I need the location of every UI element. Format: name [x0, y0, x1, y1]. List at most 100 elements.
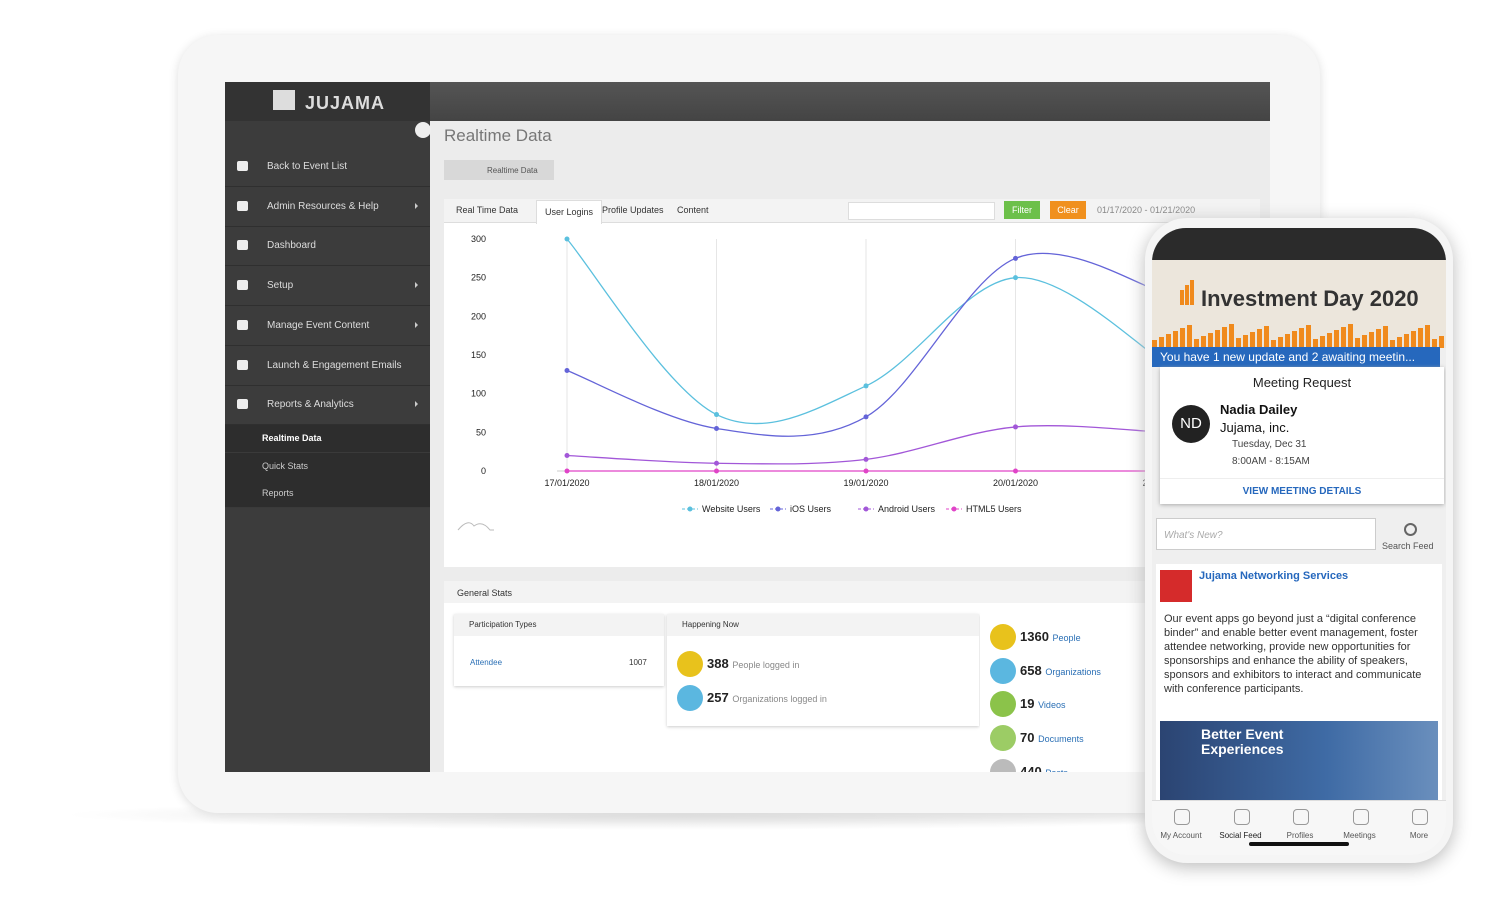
banner-bar	[1299, 328, 1304, 348]
totals-panel: 1360 People 658 Organizations 19 Videos 70 …	[980, 614, 1150, 772]
menu-item[interactable]: Launch & Engagement Emails	[225, 346, 430, 386]
date-input[interactable]	[848, 202, 995, 220]
tab-label[interactable]: More	[1409, 831, 1429, 840]
top-bar	[430, 82, 1270, 121]
tab[interactable]: Content	[677, 205, 709, 215]
icon	[990, 624, 1016, 650]
submenu-item[interactable]: Realtime Data	[225, 425, 430, 453]
point	[863, 414, 869, 420]
point	[1013, 468, 1018, 474]
tab-label[interactable]: Meetings	[1343, 831, 1376, 840]
banner-title: Investment Day 2020	[1201, 286, 1419, 311]
post-image	[1160, 721, 1438, 811]
post-card: Jujama Networking Services Our event app…	[1156, 564, 1442, 811]
menu-item[interactable]: Back to Event List	[225, 147, 430, 187]
y-tick-label: 100	[471, 389, 486, 399]
breadcrumb-text: Realtime Data	[487, 166, 538, 175]
menu-item[interactable]: Manage Event Content	[225, 306, 430, 346]
stats-header	[444, 581, 1260, 604]
banner-bar	[1320, 336, 1325, 348]
count: 388	[707, 656, 729, 671]
status-bar	[1152, 228, 1446, 260]
legend-label: Website Users	[702, 504, 761, 514]
tab-icon	[1174, 809, 1190, 825]
banner-bar	[1166, 334, 1171, 348]
count: 257	[707, 690, 729, 705]
icon	[990, 691, 1016, 718]
banner-bar	[1285, 334, 1290, 348]
point	[1013, 275, 1018, 281]
banner-bar	[1418, 328, 1423, 348]
banner-bar	[1152, 340, 1157, 348]
label: Documents	[1038, 734, 1084, 745]
composer[interactable]	[1156, 518, 1376, 550]
menu-arrow	[415, 401, 418, 408]
point	[714, 412, 719, 418]
legend-dot	[775, 506, 781, 512]
label: Videos	[1038, 700, 1066, 711]
participation-type[interactable]: Attendee	[470, 658, 503, 667]
legend-label: iOS Users	[790, 504, 832, 514]
panel-head: Happening Now	[667, 614, 979, 636]
banner-bar	[1432, 339, 1437, 348]
y-tick-label: 0	[481, 466, 486, 476]
filter-button[interactable]: Filter	[1004, 201, 1040, 219]
banner-bar	[1341, 327, 1346, 348]
menu-arrow	[415, 321, 418, 328]
banner-bar	[1383, 326, 1388, 348]
banner-bar	[1313, 339, 1318, 348]
banner-bar	[1208, 333, 1213, 348]
panel-head: Participation Types	[454, 614, 664, 636]
banner-bar	[1404, 334, 1409, 348]
banner-bar	[1264, 326, 1269, 348]
tab-icon	[1293, 809, 1309, 825]
count: 658	[1020, 662, 1042, 678]
banner	[1152, 260, 1446, 348]
menu-item[interactable]: Dashboard	[225, 226, 430, 267]
date: Tuesday, Dec 31	[1232, 439, 1307, 450]
count: 440	[1020, 763, 1042, 772]
sidebar: JUJAMA Back to Event List Admin Resources…	[225, 82, 431, 772]
banner-bar	[1334, 330, 1339, 348]
tab[interactable]: Profile Updates	[602, 205, 664, 215]
happening-panel: Happening Now 388 People logged in 257 O…	[667, 614, 979, 726]
search-feed[interactable]: Search Feed	[1382, 541, 1434, 551]
point	[714, 468, 719, 474]
menu-icon	[237, 200, 248, 211]
label: Organizations	[1045, 666, 1101, 677]
x-tick-label: 19/01/2020	[843, 478, 888, 488]
details-link[interactable]: VIEW MEETING DETAILS	[1160, 478, 1444, 497]
tab[interactable]: User Logins	[536, 200, 603, 224]
tab-label[interactable]: My Account	[1160, 831, 1202, 840]
menu-label: Admin Resources & Help	[267, 200, 379, 212]
menu-item[interactable]: Setup	[225, 266, 430, 307]
chart: 17/01/2020 18/01/2020 19/01/2020 20/01/2020…	[457, 234, 1260, 531]
menu-label: Setup	[267, 280, 294, 292]
menu-arrow	[415, 202, 418, 209]
total: 658 Organizations	[1020, 656, 1101, 687]
y-tick-label: 150	[471, 350, 486, 360]
sidebar-toggle[interactable]	[415, 122, 431, 138]
avatar: ND	[1172, 405, 1210, 443]
label: Organizations logged in	[732, 694, 827, 704]
submenu-label: Quick Stats	[262, 460, 309, 471]
clear-button[interactable]: Clear	[1050, 201, 1086, 219]
notice[interactable]: You have 1 new update and 2 awaiting mee…	[1152, 347, 1440, 367]
menu-item[interactable]: Admin Resources & Help	[225, 187, 430, 227]
y-tick-label: 200	[471, 311, 486, 321]
post-author[interactable]: Jujama Networking Services	[1199, 570, 1349, 582]
submenu-item[interactable]: Reports	[225, 480, 430, 508]
tab-label[interactable]: Social Feed	[1219, 831, 1262, 840]
tab-label[interactable]: Profiles	[1286, 831, 1314, 840]
banner-bar	[1369, 332, 1374, 348]
submenu-label: Reports	[262, 488, 294, 498]
banner-bar	[1355, 338, 1360, 348]
menu-label: Dashboard	[267, 240, 316, 252]
post-body: Our event apps go beyond just a “digital…	[1164, 613, 1422, 695]
submenu-item[interactable]: Quick Stats	[225, 452, 430, 481]
logo-area	[225, 82, 430, 121]
menu-item[interactable]: Reports & Analytics	[225, 385, 430, 426]
banner-bar	[1229, 324, 1234, 348]
banner-bar	[1257, 329, 1262, 348]
point	[564, 453, 570, 459]
